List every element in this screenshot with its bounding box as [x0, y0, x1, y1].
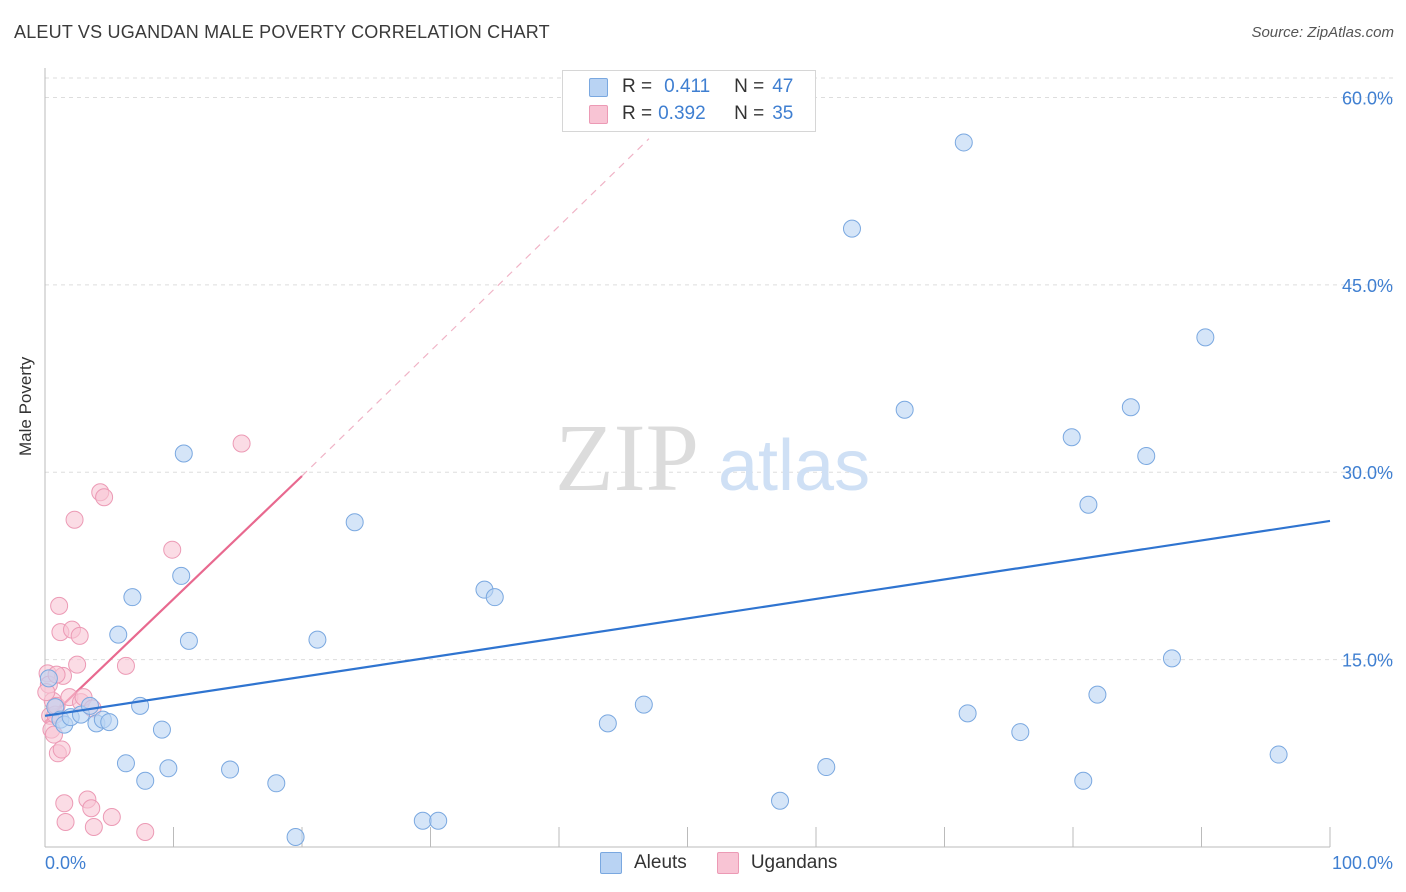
aleut-swatch: [600, 852, 622, 874]
aleut-trend: [44, 519, 1331, 717]
n-label: N =: [734, 76, 765, 97]
aleut-point: [429, 811, 448, 830]
x-tick-label: 100.0%: [1332, 853, 1393, 873]
aleut-point: [1074, 771, 1093, 790]
aleut-trend-line: [44, 519, 1331, 717]
aleut-point: [286, 828, 305, 847]
ugandan-point: [232, 434, 251, 453]
ugandan-swatch: [589, 104, 608, 124]
ugandan-point: [65, 510, 84, 529]
ugandan-point: [55, 794, 74, 813]
aleut-point: [221, 760, 240, 779]
aleut-point: [954, 133, 973, 152]
aleut-point: [1088, 685, 1107, 704]
aleut-point: [817, 758, 836, 777]
aleut-point: [1079, 495, 1098, 514]
aleut-point: [1121, 398, 1140, 417]
aleut-point: [1137, 446, 1156, 465]
aleut-swatch: [589, 77, 608, 97]
source-credit: Source: ZipAtlas.com: [1251, 24, 1394, 41]
ugandan-swatch: [716, 852, 739, 874]
legend-label-ugandans: Ugandans: [750, 852, 838, 873]
ugandan-point: [52, 740, 71, 759]
r-value: 0.392: [658, 103, 706, 124]
ugandan-point: [56, 813, 75, 832]
n-label: N =: [734, 103, 765, 124]
ugandan-point: [84, 818, 103, 837]
gridlines: [45, 77, 1395, 661]
aleut-point: [174, 444, 193, 463]
watermark-atlas: atlas: [718, 426, 870, 506]
ugandan-point: [163, 540, 182, 559]
ugandan-point: [102, 808, 121, 827]
y-tick-label: 15.0%: [1342, 651, 1393, 671]
r-label: R =: [622, 76, 653, 97]
correlation-legend: R = 0.411 N = 47 R = 0.392 N = 35: [562, 70, 816, 132]
aleut-point: [109, 625, 128, 644]
ugandan-point: [70, 626, 89, 645]
x-tick-label: 0.0%: [45, 853, 86, 873]
ugandan-point: [68, 655, 87, 674]
ugandan-trend: [44, 138, 650, 723]
aleut-point: [842, 219, 861, 238]
ugandan-point: [82, 799, 101, 818]
tick-labels: 15.0% 30.0% 45.0% 60.0% 0.0% 100.0%: [45, 88, 1393, 873]
aleut-point: [634, 695, 653, 714]
aleut-point: [1011, 723, 1030, 742]
aleut-point: [598, 714, 617, 733]
aleut-point: [485, 588, 504, 607]
ugandan-trend-line: [44, 475, 303, 723]
aleut-point: [1196, 328, 1215, 347]
r-value: 0.411: [664, 76, 711, 97]
aleut-point: [771, 791, 790, 810]
r-label: R =: [622, 103, 653, 124]
aleut-point: [308, 630, 327, 649]
aleut-point: [159, 759, 178, 778]
n-value: 47: [772, 76, 794, 97]
aleut-point: [80, 696, 99, 715]
watermark: ZIP atlas: [555, 404, 870, 511]
aleut-point: [1269, 745, 1288, 764]
ugandan-point: [95, 488, 114, 507]
aleut-point: [895, 400, 914, 419]
aleut-point: [123, 588, 142, 607]
series-legend: Aleuts Ugandans: [600, 852, 867, 874]
aleut-point: [39, 669, 58, 688]
aleut-point: [345, 513, 364, 532]
aleut-point: [958, 704, 977, 723]
aleut-point: [152, 720, 171, 739]
chart-title: ALEUT VS UGANDAN MALE POVERTY CORRELATIO…: [14, 22, 550, 42]
aleut-point: [413, 811, 432, 830]
n-value: 35: [772, 103, 794, 124]
aleut-point: [1162, 649, 1181, 668]
y-tick-label: 60.0%: [1342, 88, 1393, 108]
y-tick-label: 30.0%: [1342, 463, 1393, 483]
y-tick-label: 45.0%: [1342, 276, 1393, 296]
aleut-point: [100, 713, 119, 732]
aleut-point: [267, 774, 286, 793]
ugandan-trend-extension: [301, 138, 650, 477]
legend-item-ugandans: Ugandans: [716, 852, 838, 874]
legend-label-aleuts: Aleuts: [634, 852, 687, 873]
legend-row-aleuts: R = 0.411 N = 47: [589, 75, 793, 99]
ugandan-point: [50, 596, 69, 615]
ugandan-point: [136, 823, 155, 842]
legend-row-ugandans: R = 0.392 N = 35: [589, 102, 793, 126]
aleut-point: [179, 631, 198, 650]
aleut-point: [1062, 428, 1081, 447]
aleut-point: [136, 771, 155, 790]
watermark-zip: ZIP: [555, 404, 699, 511]
ugandan-point: [116, 656, 135, 675]
legend-item-aleuts: Aleuts: [600, 852, 687, 874]
aleut-point: [172, 566, 191, 585]
aleut-point: [116, 754, 135, 773]
